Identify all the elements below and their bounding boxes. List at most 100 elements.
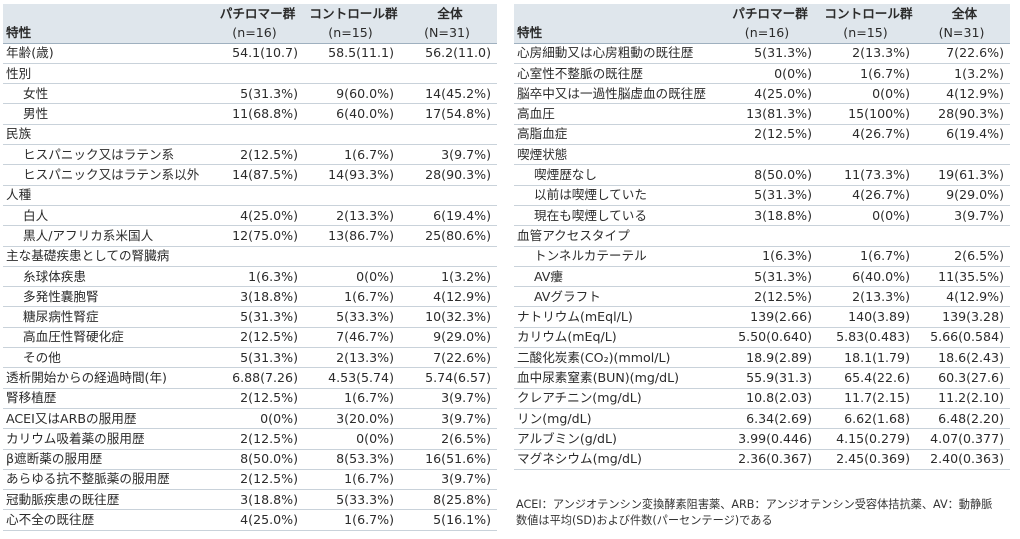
cell-control — [818, 225, 916, 247]
cell-total — [400, 124, 497, 146]
cell-patiromer: 10.8(2.03) — [719, 388, 818, 409]
cell-total: 17(54.8%) — [400, 103, 497, 125]
cell-total: 8(25.8%) — [400, 489, 497, 511]
cell-patiromer: 1(6.3%) — [719, 246, 818, 267]
table-row: 白人 4(25.0%) 2(13.3%) 6(19.4%) — [3, 205, 497, 227]
row-label-header: 特性 — [3, 23, 208, 44]
cell-patiromer: 3.99(0.446) — [719, 428, 818, 450]
cell-control: 6(40.0%) — [304, 103, 400, 125]
cell-total: 16(51.6%) — [400, 449, 497, 470]
cell-control — [304, 63, 400, 85]
cell-control: 65.4(22.6) — [818, 367, 916, 389]
row-label: 民族 — [3, 124, 208, 146]
table-row: 高血圧 13(81.3%) 15(100%) 28(90.3%) — [514, 103, 1010, 125]
row-label: ナトリウム(mEql/L) — [514, 306, 719, 328]
cell-total: 139(3.28) — [916, 306, 1010, 328]
cell-patiromer: 1(6.3%) — [208, 266, 304, 288]
row-label: 透析開始からの経過時間(年) — [3, 367, 208, 389]
table-row: 女性 5(31.3%) 9(60.0%) 14(45.2%) — [3, 83, 497, 105]
cell-total: 4(12.9%) — [400, 286, 497, 308]
cell-control: 11(73.3%) — [818, 164, 916, 186]
cell-total: 5.74(6.57) — [400, 367, 497, 389]
table-row: トンネルカテーテル 1(6.3%) 1(6.7%) 2(6.5%) — [514, 246, 1010, 267]
cell-patiromer — [208, 185, 304, 206]
cell-control: 2(13.3%) — [818, 286, 916, 308]
row-label: マグネシウム(mg/dL) — [514, 449, 719, 470]
col-header-control: コントロール群 — [304, 4, 400, 24]
row-label: β遮断薬の服用歴 — [3, 449, 208, 470]
row-label: 脳卒中又は一過性脳虚血の既往歴 — [514, 83, 719, 105]
cell-control: 11.7(2.15) — [818, 388, 916, 409]
cell-total: 9(29.0%) — [400, 327, 497, 349]
cell-patiromer: 54.1(10.7) — [208, 43, 304, 64]
row-label: AV瘻 — [514, 266, 719, 288]
row-label: 喫煙歴なし — [514, 164, 719, 186]
table-row: 主な基礎疾患としての腎臓病 — [3, 246, 497, 267]
cell-patiromer: 2(12.5%) — [208, 388, 304, 409]
table-row: 心不全の既往歴 4(25.0%) 1(6.7%) 5(16.1%) — [3, 509, 497, 531]
cell-total: 1(3.2%) — [916, 63, 1010, 85]
cell-patiromer: 18.9(2.89) — [719, 347, 818, 369]
row-label: 高血圧 — [514, 103, 719, 125]
cell-control: 8(53.3%) — [304, 449, 400, 470]
cell-total: 3(9.7%) — [400, 144, 497, 166]
table-row: 性別 — [3, 63, 497, 85]
cell-total: 28(90.3%) — [400, 164, 497, 186]
cell-patiromer: 4(25.0%) — [208, 509, 304, 531]
table-row: 心室性不整脈の既往歴 0(0%) 1(6.7%) 1(3.2%) — [514, 63, 1010, 85]
cell-control: 15(100%) — [818, 103, 916, 125]
table-row: クレアチニン(mg/dL) 10.8(2.03) 11.7(2.15) 11.2(2.… — [514, 388, 1010, 409]
cell-control: 2(13.3%) — [818, 43, 916, 64]
cell-patiromer: 13(81.3%) — [719, 103, 818, 125]
cell-control: 0(0%) — [304, 266, 400, 288]
cell-control — [818, 144, 916, 166]
table-row: ヒスパニック又はラテン系以外 14(87.5%) 14(93.3%) 28(90.3%… — [3, 164, 497, 186]
cell-patiromer: 6.34(2.69) — [719, 408, 818, 430]
footnote: ACEI：アンジオテンシン変換酵素阻害薬、ARB：アンジオテンシン受容体拮抗薬、… — [516, 497, 1012, 529]
col-header-total: 全体 — [916, 4, 1010, 24]
table-header-row: パチロマー群 コントロール群 全体 — [514, 4, 1010, 24]
row-label: あらゆる抗不整脈薬の服用歴 — [3, 469, 208, 491]
cell-patiromer: 5(31.3%) — [719, 185, 818, 206]
row-label: 性別 — [3, 63, 208, 85]
cell-total — [916, 144, 1010, 166]
cell-patiromer — [208, 63, 304, 85]
table-row: マグネシウム(mg/dL) 2.36(0.367) 2.45(0.369) 2.40(… — [514, 449, 1010, 470]
cell-patiromer: 2(12.5%) — [208, 428, 304, 450]
characteristics-table-right: パチロマー群 コントロール群 全体 特性 (n=16) (n=15) (N=31… — [514, 4, 1010, 470]
cell-control: 0(0%) — [818, 83, 916, 105]
row-label: トンネルカテーテル — [514, 246, 719, 267]
cell-control: 6(40.0%) — [818, 266, 916, 288]
n-control: (n=15) — [818, 23, 916, 44]
row-label-header: 特性 — [514, 23, 719, 44]
row-label: 女性 — [3, 83, 208, 105]
cell-total: 5(16.1%) — [400, 509, 497, 531]
cell-patiromer: 5(31.3%) — [208, 306, 304, 328]
cell-patiromer: 8(50.0%) — [208, 449, 304, 470]
table-row: AVグラフト 2(12.5%) 2(13.3%) 4(12.9%) — [514, 286, 1010, 308]
row-label: 人種 — [3, 185, 208, 206]
row-label: アルブミン(g/dL) — [514, 428, 719, 450]
footnote-line-2: 数値は平均(SD)および件数(パーセンテージ)である — [516, 514, 773, 527]
cell-control — [304, 246, 400, 267]
row-label: ヒスパニック又はラテン系 — [3, 144, 208, 166]
cell-total — [400, 185, 497, 206]
cell-patiromer: 5(31.3%) — [208, 83, 304, 105]
cell-total: 3(9.7%) — [400, 469, 497, 491]
cell-total: 19(61.3%) — [916, 164, 1010, 186]
cell-total: 28(90.3%) — [916, 103, 1010, 125]
cell-total: 2(6.5%) — [916, 246, 1010, 267]
cell-patiromer: 2(12.5%) — [719, 286, 818, 308]
cell-patiromer: 6.88(7.26) — [208, 367, 304, 389]
cell-patiromer: 5.50(0.640) — [719, 327, 818, 349]
table-row: 人種 — [3, 185, 497, 206]
cell-control: 5(33.3%) — [304, 306, 400, 328]
cell-control: 1(6.7%) — [304, 144, 400, 166]
cell-control: 140(3.89) — [818, 306, 916, 328]
cell-patiromer: 2(12.5%) — [719, 124, 818, 146]
cell-control: 2(13.3%) — [304, 205, 400, 227]
cell-total: 25(80.6%) — [400, 225, 497, 247]
cell-patiromer: 3(18.8%) — [719, 205, 818, 227]
cell-total — [400, 246, 497, 267]
cell-control: 9(60.0%) — [304, 83, 400, 105]
